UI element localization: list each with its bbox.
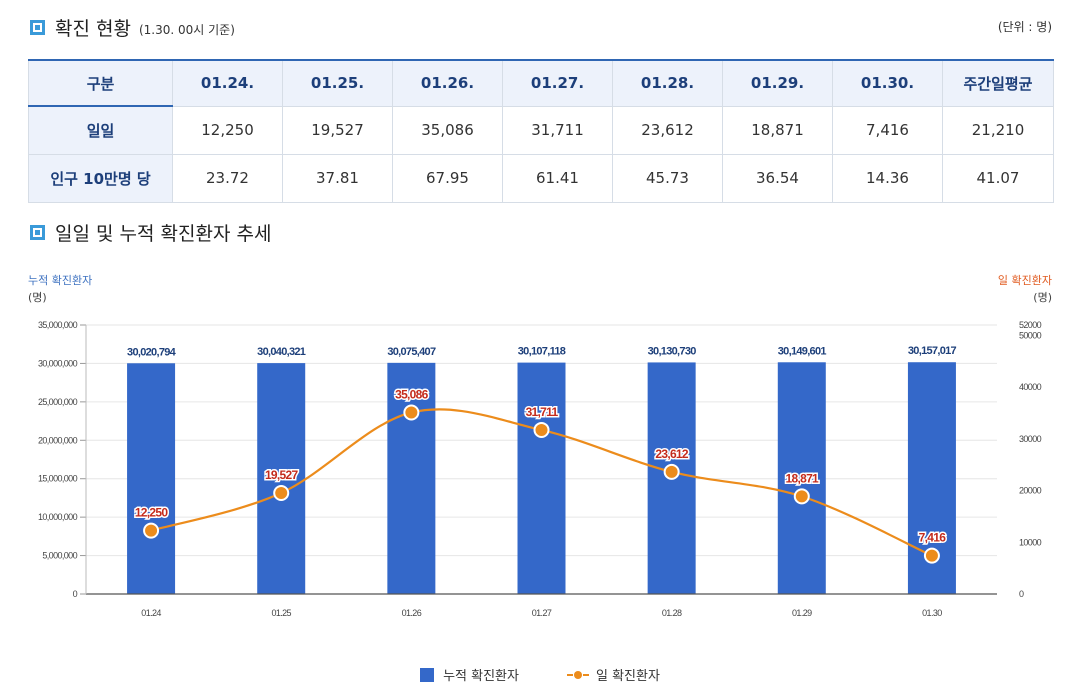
x-tick-label: 01.30	[922, 608, 942, 618]
table-cell: 61.41	[502, 153, 613, 203]
table-header-cell: 01.30.	[832, 59, 943, 107]
y-left-tick-label: 5,000,000	[42, 551, 77, 561]
bar	[387, 362, 436, 594]
table-header-row: 구분 01.24. 01.25. 01.26. 01.27. 01.28. 01…	[28, 59, 1054, 107]
chart-legend: 누적 확진환자 일 확진환자	[0, 665, 1080, 684]
y-left-tick-label: 10,000,000	[38, 512, 78, 522]
bar	[777, 362, 826, 594]
y-right-tick-label: 40000	[1019, 382, 1042, 392]
section-square-icon	[30, 225, 45, 240]
line-data-label: 12,250	[135, 506, 169, 520]
y-left-tick-label: 15,000,000	[38, 474, 78, 484]
table-row: 일일 12,250 19,527 35,086 31,711 23,612 18…	[28, 105, 1054, 155]
x-tick-label: 01.27	[532, 608, 552, 618]
table-header-cell: 01.24.	[172, 59, 283, 107]
page-subtitle: (1.30. 00시 기준)	[138, 23, 235, 37]
row-label: 일일	[28, 105, 173, 155]
unit-label: (단위 : 명)	[997, 20, 1052, 34]
page-title: 확진 현황	[55, 18, 131, 40]
line-point	[533, 421, 550, 438]
legend-line-swatch-icon	[566, 668, 589, 682]
left-axis-unit: (명)	[28, 291, 47, 304]
y-left-tick-label: 35,000,000	[38, 320, 78, 330]
table-cell: 7,416	[832, 105, 943, 155]
y-right-tick-label: 10000	[1019, 537, 1042, 547]
table-header-cell: 01.29.	[722, 59, 833, 107]
bar-data-label: 30,040,321	[257, 346, 306, 358]
status-section-header: 확진 현황 (1.30. 00시 기준)	[30, 14, 235, 41]
table-cell: 41.07	[942, 153, 1054, 203]
table-header-cell: 구분	[28, 59, 173, 107]
x-tick-label: 01.28	[662, 608, 682, 618]
section-square-icon	[30, 20, 45, 35]
row-label: 인구 10만명 당	[28, 153, 173, 203]
table-cell: 21,210	[942, 105, 1054, 155]
line-point	[923, 547, 940, 564]
x-tick-label: 01.29	[792, 608, 812, 618]
line-point	[143, 522, 160, 539]
table-header-cell: 01.27.	[502, 59, 613, 107]
table-cell: 12,250	[172, 105, 283, 155]
line-data-label: 23,612	[655, 447, 689, 461]
bar-data-label: 30,075,407	[387, 346, 436, 358]
table-header-cell: 01.25.	[282, 59, 393, 107]
bar	[257, 363, 306, 594]
line-point	[793, 488, 810, 505]
x-tick-label: 01.24	[141, 608, 161, 618]
right-axis-title: 일 확진환자	[997, 274, 1052, 287]
table-cell: 14.36	[832, 153, 943, 203]
y-left-tick-label: 20,000,000	[38, 435, 78, 445]
table-cell: 19,527	[282, 105, 393, 155]
bar-data-label: 30,149,601	[778, 345, 827, 357]
line-data-label: 7,416	[919, 531, 947, 545]
y-right-tick-label: 52000	[1019, 320, 1042, 330]
table-row: 인구 10만명 당 23.72 37.81 67.95 61.41 45.73 …	[28, 153, 1054, 203]
bar-data-label: 30,107,118	[518, 346, 566, 358]
y-left-tick-label: 30,000,000	[38, 358, 78, 368]
bar-data-label: 30,130,730	[648, 345, 697, 357]
table-cell: 45.73	[612, 153, 723, 203]
x-tick-label: 01.26	[402, 608, 422, 618]
table-cell: 18,871	[722, 105, 833, 155]
chart-title: 일일 및 누적 확진환자 추세	[55, 223, 272, 245]
table-header-cell: 01.28.	[612, 59, 723, 107]
right-axis-unit: (명)	[1033, 291, 1052, 304]
table-cell: 23,612	[612, 105, 723, 155]
legend-label: 누적 확진환자	[443, 669, 519, 684]
y-right-tick-label: 30000	[1019, 434, 1042, 444]
legend-bar-swatch-icon	[420, 667, 435, 682]
bar-data-label: 30,157,017	[908, 345, 957, 357]
table-cell: 23.72	[172, 153, 283, 203]
bar-data-label: 30,020,794	[127, 346, 177, 358]
line-data-label: 35,086	[395, 387, 429, 401]
table-cell: 37.81	[282, 153, 393, 203]
y-left-tick-label: 25,000,000	[38, 397, 78, 407]
y-right-tick-label: 50000	[1019, 330, 1042, 340]
y-left-tick-label: 0	[73, 589, 78, 599]
table-cell: 35,086	[392, 105, 503, 155]
x-tick-label: 01.25	[271, 608, 291, 618]
legend-label: 일 확진환자	[595, 669, 660, 684]
line-point	[403, 404, 420, 421]
line-point	[663, 463, 680, 480]
line-data-label: 31,711	[526, 405, 559, 419]
legend-item-line[interactable]: 일 확진환자	[566, 665, 660, 684]
table-header-cell: 주간일평균	[942, 59, 1054, 107]
bar	[517, 362, 566, 594]
y-right-tick-label: 20000	[1019, 486, 1042, 496]
line-data-label: 18,871	[786, 471, 820, 485]
combo-chart: 0 5,000,000 10,000,000 15,000,000 20,000,000…	[38, 320, 1042, 618]
bar	[127, 363, 176, 594]
table-cell: 31,711	[502, 105, 613, 155]
table-cell: 36.54	[722, 153, 833, 203]
legend-item-bar[interactable]: 누적 확진환자	[420, 665, 519, 684]
y-right-tick-label: 0	[1019, 589, 1024, 599]
table-cell: 67.95	[392, 153, 503, 203]
line-data-label: 19,527	[265, 468, 299, 482]
left-axis-title: 누적 확진환자	[28, 274, 93, 287]
line-point	[273, 484, 290, 501]
chart-section-header: 일일 및 누적 확진환자 추세	[30, 219, 271, 246]
status-table: 구분 01.24. 01.25. 01.26. 01.27. 01.28. 01…	[28, 59, 1054, 203]
table-header-cell: 01.26.	[392, 59, 503, 107]
